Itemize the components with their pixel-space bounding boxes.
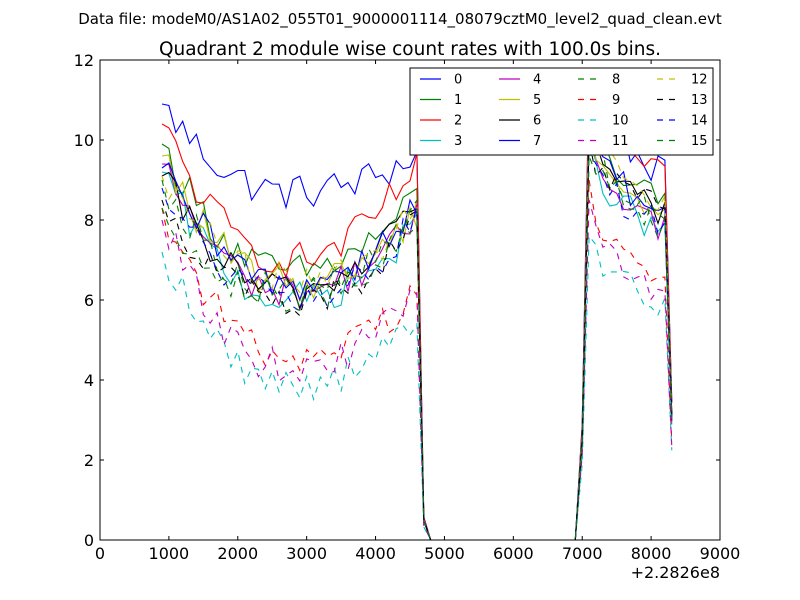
x-tick-label: 2000: [217, 544, 258, 563]
x-tick-label: 7000: [562, 544, 603, 563]
series-line-15: [161, 155, 673, 541]
series-line-9: [161, 179, 673, 541]
legend-label-8: 8: [612, 73, 620, 88]
legend-label-14: 14: [691, 114, 708, 129]
series-line-13: [161, 139, 673, 541]
x-tick-label: 9000: [700, 544, 741, 563]
legend-label-1: 1: [454, 93, 462, 108]
x-tick-label: 3000: [286, 544, 327, 563]
legend-label-10: 10: [612, 114, 629, 129]
chart-supertitle: Data file: modeM0/AS1A02_055T01_90000011…: [78, 10, 722, 29]
legend-label-6: 6: [533, 114, 541, 129]
legend-label-5: 5: [533, 93, 541, 108]
legend-label-3: 3: [454, 134, 462, 149]
x-tick-label: 8000: [631, 544, 672, 563]
legend-label-7: 7: [533, 134, 541, 149]
y-tick-label: 0: [84, 531, 94, 550]
x-tick-label: 5000: [424, 544, 465, 563]
legend-label-13: 13: [691, 93, 708, 108]
series-line-5: [161, 119, 673, 541]
y-tick-label: 4: [84, 371, 94, 390]
x-offset-label: +2.2826e8: [631, 563, 720, 582]
legend-label-4: 4: [533, 73, 541, 88]
legend-label-9: 9: [612, 93, 620, 108]
x-tick-label: 4000: [355, 544, 396, 563]
chart-title: Quadrant 2 module wise count rates with …: [159, 39, 661, 60]
x-tick-label: 1000: [149, 544, 190, 563]
y-tick-label: 10: [74, 131, 94, 150]
legend-label-2: 2: [454, 114, 462, 129]
series-line-14: [161, 150, 673, 541]
legend-label-11: 11: [612, 134, 629, 149]
legend-label-0: 0: [454, 73, 462, 88]
series-line-12: [161, 123, 673, 541]
legend-label-12: 12: [691, 73, 708, 88]
y-tick-label: 2: [84, 451, 94, 470]
series-layer: [161, 75, 673, 541]
y-tick-label: 12: [74, 51, 94, 70]
x-tick-label: 6000: [493, 544, 534, 563]
axes-layer: 0 1000 2000 3000 4000 5000 6000 7000 8000 9000 0 2 4…: [74, 51, 741, 563]
series-line-10: [161, 234, 673, 541]
series-line-7: [161, 123, 673, 541]
x-tick-label: 0: [95, 544, 105, 563]
legend-label-15: 15: [691, 134, 708, 149]
y-tick-label: 8: [84, 211, 94, 230]
y-tick-label: 6: [84, 291, 94, 310]
